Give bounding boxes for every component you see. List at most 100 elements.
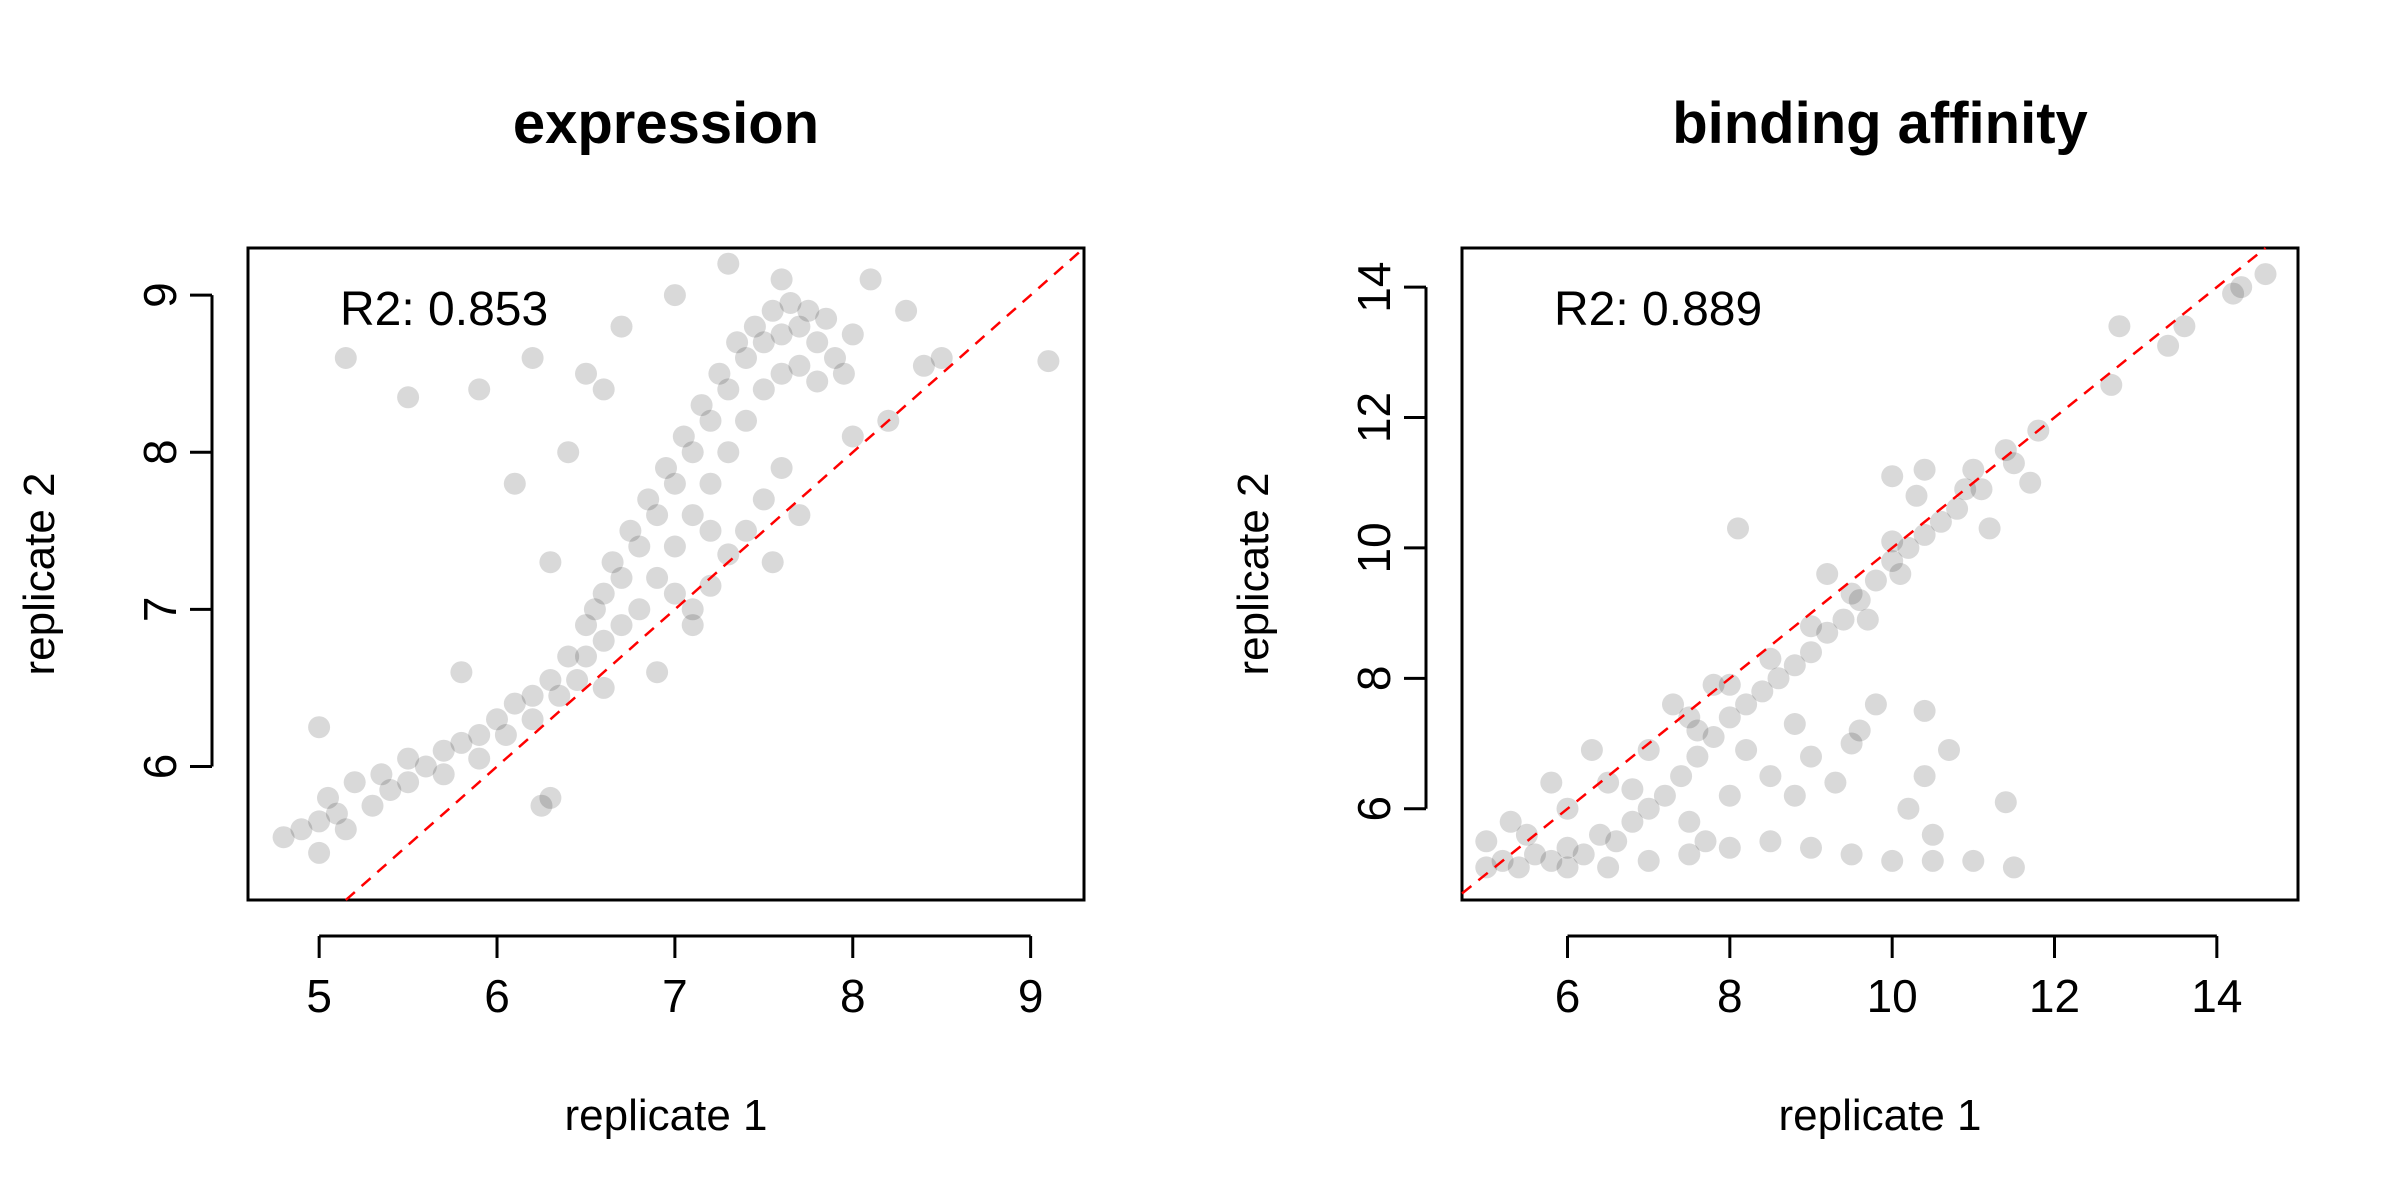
data-point [557, 441, 580, 464]
data-point [1848, 719, 1871, 742]
data-point [1856, 608, 1879, 631]
data-point [610, 614, 633, 637]
data-point [539, 669, 562, 691]
data-point [1694, 830, 1717, 853]
data-point [1905, 484, 1928, 507]
data-point [539, 786, 562, 809]
data-point [1507, 856, 1530, 879]
data-point [770, 362, 793, 385]
data-point [663, 535, 686, 558]
data-point [1670, 765, 1693, 788]
x-tick-label: 9 [1018, 970, 1044, 1022]
data-point [815, 307, 838, 330]
data-point [699, 409, 722, 432]
data-point [628, 598, 651, 621]
data-point [1621, 778, 1644, 801]
panel-binding-affinity: binding affinity 6 8 10 12 14 6 8 10 12 14 R2: 0… [1229, 91, 2300, 1140]
data-point [672, 425, 695, 448]
data-point [1597, 856, 1620, 879]
data-point [726, 331, 749, 354]
data-point [1475, 830, 1498, 853]
data-point [521, 684, 544, 707]
data-point [806, 331, 829, 354]
data-point [699, 472, 722, 495]
data-point [2019, 471, 2042, 494]
data-point [681, 504, 704, 527]
panel-title: binding affinity [1672, 91, 2088, 156]
data-point [770, 323, 793, 346]
x-tick-label: 7 [662, 970, 688, 1022]
data-point [432, 763, 455, 786]
data-point [468, 747, 491, 770]
data-point [779, 292, 802, 314]
data-point [841, 425, 864, 448]
data-point [1702, 673, 1725, 696]
data-point [841, 323, 864, 346]
x-tick-label: 6 [1555, 970, 1581, 1022]
data-point [503, 692, 526, 715]
data-point [575, 645, 597, 668]
data-point [1994, 439, 2017, 462]
data-point [370, 763, 393, 786]
data-point [1783, 784, 1806, 807]
data-point [1938, 739, 1960, 761]
data-point [2230, 276, 2253, 299]
data-point [761, 551, 784, 574]
data-point [717, 441, 740, 464]
data-point [859, 268, 882, 291]
data-point [566, 669, 589, 691]
data-point [699, 574, 722, 597]
data-point [1718, 706, 1741, 729]
data-point [1881, 849, 1904, 872]
data-point [2222, 282, 2245, 305]
x-tick-label: 14 [2191, 970, 2242, 1022]
data-point [397, 747, 420, 770]
y-axis: 6 8 10 12 14 [1348, 262, 1428, 822]
data-point [628, 535, 651, 558]
data-point [770, 457, 793, 479]
data-point [1678, 843, 1701, 866]
data-point [1653, 784, 1676, 807]
data-point [806, 370, 829, 393]
data-point [1881, 530, 1904, 553]
data-point [1946, 497, 1969, 520]
data-point [1718, 836, 1741, 859]
data-point [1962, 849, 1985, 872]
x-tick-label: 6 [484, 970, 510, 1022]
data-point [832, 362, 855, 385]
data-point [1621, 810, 1644, 833]
data-point [503, 472, 526, 495]
x-axis: 6 8 10 12 14 [1555, 934, 2242, 1022]
point-cloud [272, 252, 1060, 864]
data-point [1897, 797, 1920, 820]
data-point [2002, 452, 2025, 475]
data-point [592, 378, 615, 401]
data-point [699, 519, 722, 542]
data-point [308, 810, 331, 833]
data-point [583, 598, 606, 621]
data-point [1824, 771, 1847, 794]
y-tick-label: 8 [134, 439, 186, 465]
data-point [1800, 641, 1822, 664]
data-point [788, 354, 811, 377]
data-point [1881, 550, 1904, 572]
data-point [752, 488, 775, 511]
data-point [1840, 582, 1863, 605]
data-point [1540, 771, 1563, 794]
data-point [486, 708, 508, 731]
data-point [1848, 589, 1871, 612]
data-point [1678, 706, 1701, 729]
data-point [690, 394, 713, 417]
y-tick-label: 14 [1348, 262, 1400, 313]
data-point [610, 566, 633, 589]
data-point [1702, 726, 1725, 748]
data-point [717, 543, 740, 566]
data-point [1800, 836, 1822, 859]
data-point [681, 598, 704, 621]
data-point [1840, 843, 1863, 866]
r2-annotation: R2: 0.889 [1554, 283, 1762, 336]
data-point [2108, 315, 2131, 338]
data-point [1889, 563, 1912, 585]
data-point [557, 645, 580, 668]
